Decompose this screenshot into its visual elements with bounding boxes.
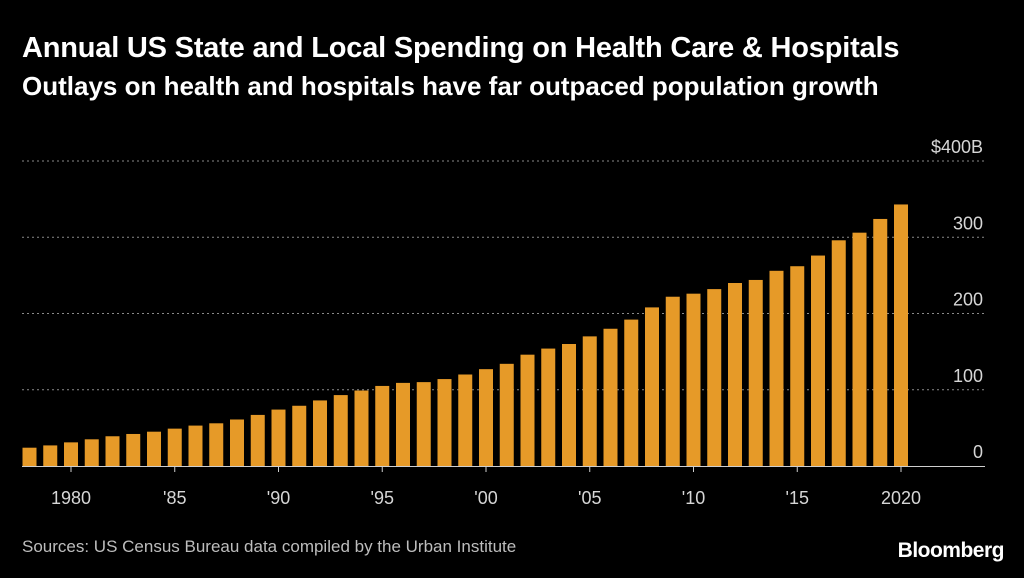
bar-1994 [354,390,369,466]
y-tick-label: 300 [953,213,983,233]
x-tick-label: '95 [371,488,394,508]
x-tick-label: '05 [578,488,601,508]
bar-chart: 0 100 200 300 $400B 1980 '85 '90 '95 '00 '05 '10 '1… [22,137,985,508]
bar-2017 [831,240,846,466]
y-tick-label: $400B [931,137,983,157]
bar-1988 [230,419,244,466]
bar-1997 [416,382,431,466]
bar-2006 [603,328,618,466]
x-tick-label: '90 [267,488,290,508]
x-tick-label: '00 [474,488,497,508]
x-tick-label: '10 [682,488,705,508]
x-axis-labels: 1980 '85 '90 '95 '00 '05 '10 '15 2020 [51,488,921,508]
bar-1985 [167,428,182,466]
bar-1987 [209,423,224,466]
bar-1991 [292,405,307,466]
bar-2000 [479,369,493,466]
bar-1999 [458,374,473,466]
bar-1979 [43,445,58,466]
bar-1986 [188,425,203,466]
source-note: Sources: US Census Bureau data compiled … [22,537,517,556]
x-tick-label: '15 [786,488,809,508]
bar-2001 [499,363,514,466]
x-tick-label: '85 [163,488,186,508]
bar-2013 [748,279,763,466]
bar-2020 [894,204,908,466]
bar-1995 [375,385,390,466]
y-tick-label: 0 [973,442,983,462]
bar-2008 [645,307,659,466]
bar-2016 [811,255,825,466]
bar-2007 [624,319,639,466]
x-tick-label: 1980 [51,488,91,508]
bar-1984 [147,431,161,466]
bar-1982 [105,436,120,466]
bars [22,204,908,466]
bar-2010 [686,293,701,466]
bar-2004 [562,344,576,466]
bar-1998 [437,379,452,466]
bar-1980 [64,442,78,466]
bar-2018 [852,232,867,466]
bar-2005 [582,336,597,466]
bar-2019 [873,218,888,466]
bar-2015 [790,266,805,466]
bloomberg-logo: Bloomberg [897,539,1005,562]
bar-2012 [728,283,742,466]
x-axis [22,466,985,472]
x-tick-label: 2020 [881,488,921,508]
chart-title: Annual US State and Local Spending on He… [22,32,900,64]
y-tick-label: 100 [953,366,983,386]
bar-1978 [22,447,37,466]
bar-1992 [313,400,327,466]
bar-2014 [769,270,784,466]
y-tick-label: 200 [953,290,983,310]
bar-2002 [520,354,535,466]
bar-1996 [396,382,410,466]
bar-1993 [333,395,348,466]
bar-1989 [250,414,265,466]
bar-1990 [271,409,286,466]
bar-2009 [665,296,680,466]
bar-2003 [541,348,556,466]
y-axis-labels: 0 100 200 300 $400B [931,137,983,462]
bar-1983 [126,433,141,466]
bar-2011 [707,289,722,466]
chart-subtitle: Outlays on health and hospitals have far… [22,71,879,101]
bar-1981 [84,439,99,466]
